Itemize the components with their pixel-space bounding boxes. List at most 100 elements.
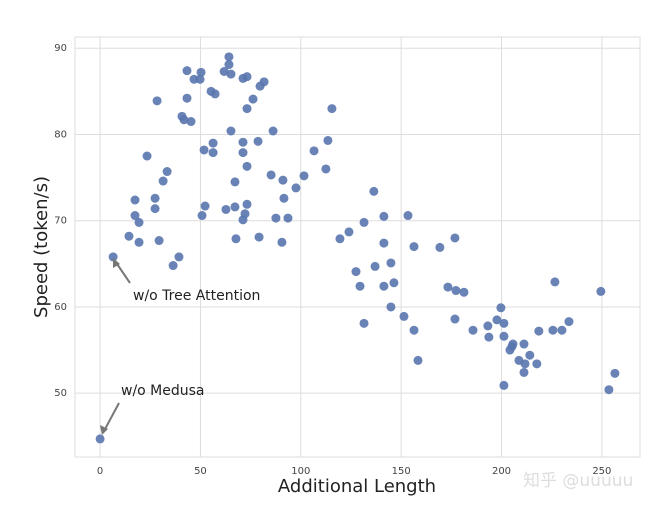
point	[499, 318, 509, 328]
point	[344, 227, 354, 237]
point	[327, 104, 337, 114]
point	[499, 331, 509, 341]
point	[359, 217, 369, 227]
point	[174, 252, 184, 262]
point	[134, 237, 144, 247]
point	[230, 202, 240, 212]
x-tick-label: 0	[97, 466, 103, 477]
point	[242, 161, 252, 171]
point	[359, 318, 369, 328]
annotation: w/o Tree Attention	[133, 288, 260, 304]
point	[550, 277, 560, 287]
point	[230, 177, 240, 187]
point	[520, 359, 530, 369]
point	[195, 74, 205, 84]
point	[242, 104, 252, 114]
point	[507, 342, 517, 352]
point	[208, 138, 218, 148]
point	[450, 314, 460, 324]
point	[386, 302, 396, 312]
point	[299, 171, 309, 181]
point	[283, 213, 293, 223]
point	[221, 204, 231, 214]
point	[351, 267, 361, 277]
point	[226, 126, 236, 136]
point	[379, 211, 389, 221]
point	[596, 286, 606, 296]
y-tick-label: 50	[54, 388, 67, 399]
point	[268, 126, 278, 136]
point	[335, 234, 345, 244]
point	[379, 238, 389, 248]
y-axis-label: Speed (token/s)	[31, 176, 52, 318]
point	[150, 193, 160, 203]
point	[379, 281, 389, 291]
point	[451, 286, 461, 296]
point	[162, 167, 172, 177]
x-tick-label: 100	[291, 466, 310, 477]
point	[197, 211, 207, 221]
point	[266, 170, 276, 180]
point	[278, 175, 288, 185]
point	[219, 66, 229, 76]
arrow-head	[113, 258, 120, 268]
arrow-head	[100, 425, 108, 435]
point	[499, 380, 509, 390]
y-tick-label: 90	[54, 43, 67, 54]
point	[158, 176, 168, 186]
point	[557, 325, 567, 335]
point	[271, 213, 281, 223]
arrow	[103, 402, 120, 432]
point	[519, 339, 529, 349]
point	[291, 183, 301, 193]
x-tick-label: 50	[194, 466, 207, 477]
point	[248, 94, 258, 104]
point	[277, 237, 287, 247]
point	[413, 355, 423, 365]
point	[309, 146, 319, 156]
point	[168, 261, 178, 271]
y-tick-label: 70	[54, 216, 67, 227]
point	[610, 368, 620, 378]
point	[134, 217, 144, 227]
point	[224, 60, 234, 70]
point	[399, 311, 409, 321]
x-tick-label: 200	[492, 466, 511, 477]
point	[525, 350, 535, 360]
point	[154, 236, 164, 246]
point	[242, 199, 252, 209]
point	[564, 317, 574, 327]
points	[95, 52, 620, 444]
point	[254, 232, 264, 242]
point	[130, 211, 140, 221]
point	[532, 359, 542, 369]
point	[409, 325, 419, 335]
point	[242, 72, 252, 82]
point	[519, 367, 529, 377]
point	[186, 117, 196, 127]
point	[496, 303, 506, 313]
point	[459, 287, 469, 297]
point	[200, 201, 210, 211]
point	[492, 315, 502, 325]
plot-area	[74, 36, 641, 458]
point	[468, 325, 478, 335]
point	[208, 148, 218, 158]
point	[355, 281, 365, 291]
point	[152, 96, 162, 106]
point	[403, 211, 413, 221]
point	[238, 148, 248, 158]
point	[450, 233, 460, 243]
point	[108, 252, 118, 262]
point	[604, 385, 614, 395]
point	[179, 115, 189, 125]
point	[199, 145, 209, 155]
point	[279, 193, 289, 203]
y-tick-label: 80	[54, 129, 67, 140]
point	[231, 234, 241, 244]
point	[142, 151, 152, 161]
grid	[75, 37, 640, 457]
point	[386, 258, 396, 268]
point	[196, 67, 206, 77]
point	[182, 66, 192, 76]
